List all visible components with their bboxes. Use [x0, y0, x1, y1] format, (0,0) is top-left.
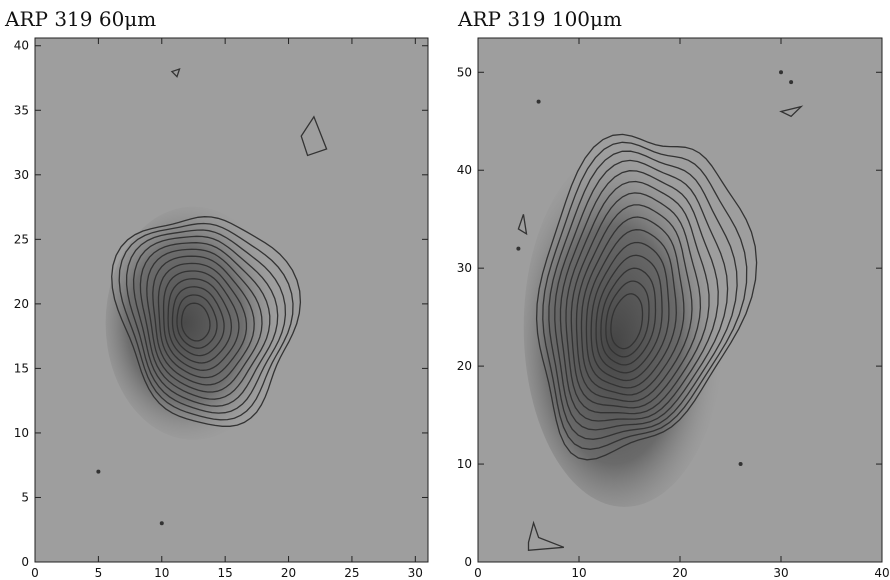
x-tick-label: 10 [154, 566, 169, 580]
speck [779, 70, 783, 75]
y-tick-label: 0 [21, 555, 29, 569]
contour [132, 235, 279, 407]
contour [139, 242, 271, 400]
contour [146, 248, 263, 393]
x-tick-label: 25 [344, 566, 359, 580]
y-tick-label: 20 [457, 359, 472, 373]
contour [171, 286, 225, 357]
contour [167, 278, 233, 364]
chart-title: ARP 319 60μm [4, 7, 156, 31]
contour [605, 280, 650, 358]
x-tick-label: 40 [874, 566, 889, 580]
contour [527, 520, 565, 551]
contour [565, 180, 710, 415]
contour [595, 254, 663, 374]
y-tick-label: 25 [14, 232, 29, 246]
x-tick-label: 20 [281, 566, 296, 580]
contour [300, 115, 328, 157]
contour [111, 216, 302, 427]
panel: ARP 319 60μm 0 5 10 15 20 25 30 0 5 10 15 20 25 30 35 40 [4, 7, 429, 580]
speck [159, 521, 164, 526]
y-tick-label: 35 [14, 103, 29, 117]
contour [600, 267, 657, 366]
contour [176, 294, 218, 349]
y-tick-label: 50 [457, 65, 472, 79]
y-tick-label: 40 [14, 39, 29, 53]
frame [34, 37, 429, 563]
speck [789, 80, 794, 85]
contour [542, 141, 748, 450]
y-tick-label: 30 [457, 261, 472, 275]
contour [535, 133, 758, 461]
speck [516, 246, 521, 251]
contour [180, 302, 211, 342]
x-tick-label: 30 [773, 566, 788, 580]
speck [738, 462, 743, 467]
contour [580, 216, 685, 396]
contour [170, 67, 181, 78]
contour [559, 170, 719, 422]
contour [610, 293, 644, 350]
contour [125, 229, 287, 414]
speck [536, 99, 541, 104]
x-tick-label: 5 [95, 566, 103, 580]
contour [590, 241, 670, 382]
speck [96, 469, 101, 474]
contour [517, 214, 528, 236]
contour [779, 105, 804, 118]
y-tick-label: 5 [21, 490, 29, 504]
x-tick-label: 0 [474, 566, 482, 580]
x-tick-label: 10 [571, 566, 586, 580]
contour [162, 270, 240, 371]
y-tick-label: 0 [464, 555, 472, 569]
contour [118, 222, 294, 421]
y-tick-label: 40 [457, 163, 472, 177]
contour [585, 229, 677, 389]
emission [105, 206, 282, 440]
x-tick-label: 15 [218, 566, 233, 580]
contour [570, 192, 702, 409]
contour [575, 204, 693, 403]
y-tick-label: 15 [14, 361, 29, 375]
chart-title: ARP 319 100μm [457, 7, 622, 31]
y-tick-label: 20 [14, 297, 29, 311]
x-tick-label: 20 [672, 566, 687, 580]
y-tick-label: 10 [457, 457, 472, 471]
contour [548, 150, 738, 440]
y-tick-label: 30 [14, 168, 29, 182]
contour [554, 159, 729, 431]
contour [152, 255, 255, 386]
x-tick-label: 0 [31, 566, 39, 580]
panel: ARP 319 100μm 0 10 20 30 40 0 10 20 30 40 50 [457, 7, 890, 580]
y-tick-label: 10 [14, 426, 29, 440]
x-tick-label: 30 [408, 566, 423, 580]
contour [157, 262, 248, 379]
emission [523, 146, 726, 507]
